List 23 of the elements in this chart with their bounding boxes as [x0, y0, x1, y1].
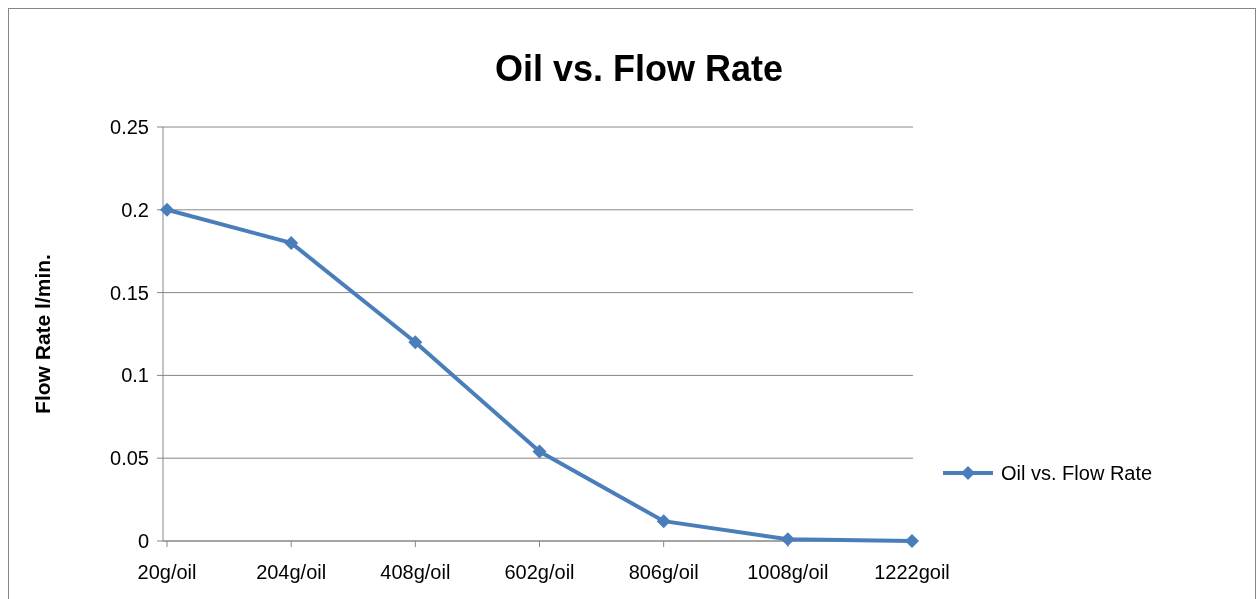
point — [284, 235, 299, 250]
point — [905, 534, 919, 548]
x-tick-label: 1222goil — [874, 561, 950, 583]
legend-label: Oil vs. Flow Rate — [1001, 462, 1153, 484]
y-tick-label: 0.25 — [110, 116, 149, 138]
chart-title: Oil vs. Flow Rate — [494, 48, 784, 89]
point — [656, 514, 671, 529]
point — [532, 444, 547, 459]
x-tick-label: 1008g/oil — [747, 561, 829, 583]
x-tick-label: 602g/oil — [504, 561, 575, 583]
point — [780, 532, 795, 547]
y-axis-title: Flow Rate l/min. — [31, 254, 54, 414]
y-tick-label: 0.05 — [110, 447, 149, 470]
x-tick-label: 20g/oil — [137, 561, 197, 583]
y-tick-label: 0.1 — [121, 364, 149, 387]
point — [408, 335, 423, 350]
x-tick-label: 806g/oil — [628, 561, 699, 583]
y-tick-label: 0.2 — [121, 198, 149, 221]
x-tick-label: 204g/oil — [256, 561, 327, 583]
point — [160, 202, 174, 217]
y-tick-label: 0.15 — [110, 281, 149, 304]
y-tick-label: 0 — [137, 530, 149, 552]
x-tick-label: 408g/oil — [380, 561, 451, 583]
